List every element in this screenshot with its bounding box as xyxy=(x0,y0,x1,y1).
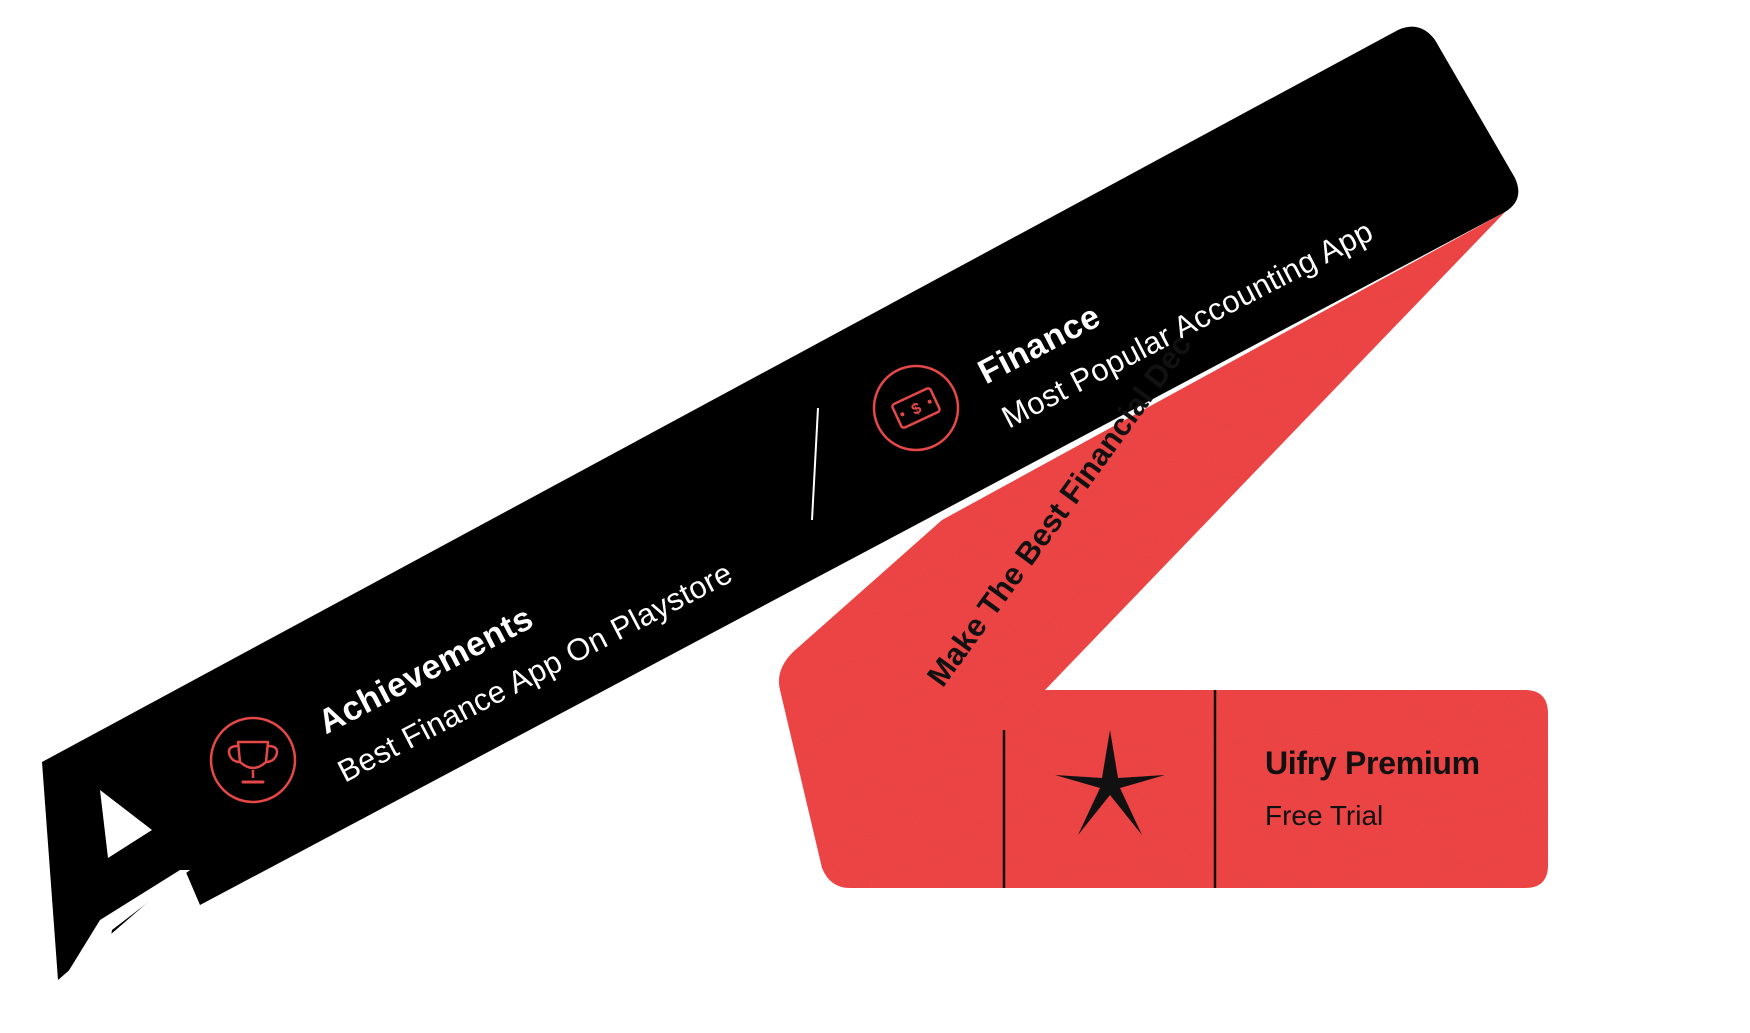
red-ribbon xyxy=(778,212,1548,888)
letter-notch-lower xyxy=(60,870,190,985)
trophy-icon xyxy=(209,716,297,804)
money-icon: $ xyxy=(872,364,960,452)
band-divider xyxy=(811,407,819,521)
black-band xyxy=(42,26,1519,980)
star-icon xyxy=(1055,730,1165,835)
letter-notch xyxy=(100,790,152,858)
